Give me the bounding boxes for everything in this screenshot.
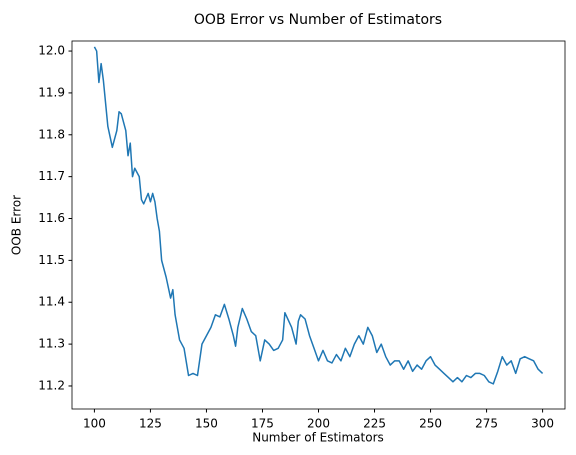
x-tick-label: 225 <box>363 417 386 431</box>
x-axis-label: Number of Estimators <box>252 431 384 445</box>
y-tick-label: 11.5 <box>38 253 65 267</box>
y-tick-label: 12.0 <box>38 44 65 58</box>
x-tick-label: 125 <box>139 417 162 431</box>
plot-frame <box>71 40 566 410</box>
y-tick-label: 11.9 <box>38 85 65 99</box>
line-series <box>93 46 544 385</box>
y-tick-label: 11.6 <box>38 211 65 225</box>
y-axis-label: OOB Error <box>10 195 24 255</box>
y-tick-label: 11.7 <box>38 169 65 183</box>
y-tick-label: 11.2 <box>38 378 65 392</box>
x-tick-label: 250 <box>419 417 442 431</box>
x-tick-label: 175 <box>251 417 274 431</box>
y-tick-label: 11.3 <box>38 337 65 351</box>
y-tick-label: 11.8 <box>38 127 65 141</box>
x-tick-label: 275 <box>475 417 498 431</box>
chart-title: OOB Error vs Number of Estimators <box>194 12 442 28</box>
x-tick-label: 100 <box>83 417 106 431</box>
y-tick-label: 11.4 <box>38 295 65 309</box>
x-tick-label: 200 <box>307 417 330 431</box>
x-tick-label: 300 <box>531 417 554 431</box>
x-tick-label: 150 <box>195 417 218 431</box>
